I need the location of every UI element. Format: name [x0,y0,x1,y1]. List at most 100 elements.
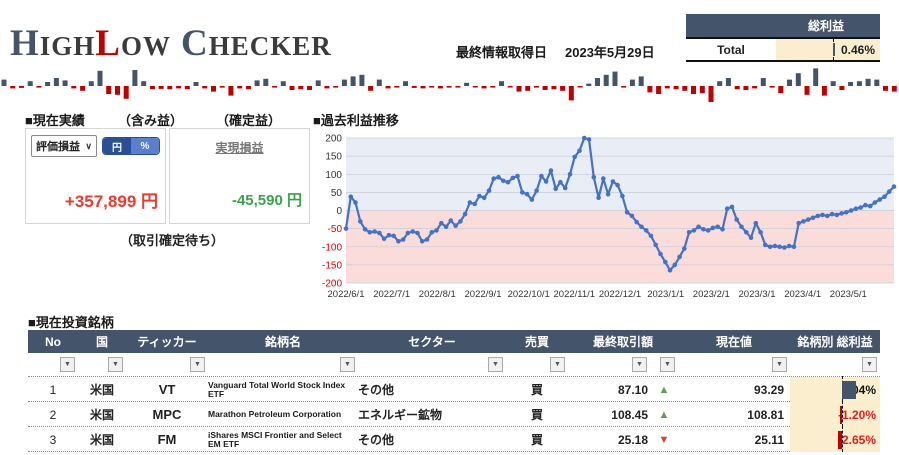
filter-cell: ▼ [208,357,358,372]
filter-dropdown-button[interactable]: ▼ [60,357,75,372]
sparkline-bar [481,86,487,89]
sparkline-bar [254,80,260,86]
chevron-down-icon: ▼ [344,361,351,368]
row-last-price: 25.18 [617,432,648,447]
sparkline-bar [821,86,827,96]
filter-dropdown-button[interactable]: ▼ [632,357,647,372]
sparkline-bar [595,78,600,86]
filter-dropdown-button[interactable]: ▼ [862,357,877,372]
profit-point [501,178,506,184]
profit-point [553,186,558,192]
profit-point [701,227,706,232]
col-header-name: 銘柄名 [264,335,301,349]
profit-point [510,175,516,181]
col-header-sector: セクター [408,335,456,349]
row-security-name: Marathon Petroleum Corporation [208,409,342,420]
profit-point [367,230,373,235]
sparkline-bar [71,86,77,89]
holdings-header-row: No 国 ティッカー 銘柄名 セクター 売買 最終取引額 現在値 銘柄別 総利益 [28,330,880,353]
chevron-down-icon: ▼ [112,361,119,368]
profit-point [858,205,863,210]
sparkline-bar [743,86,749,90]
chevron-down-icon: ▼ [64,361,71,368]
profit-point [729,204,735,210]
realized-pl-link[interactable]: 実現損益 [215,141,264,155]
profit-point [810,215,816,221]
sparkline-bar [10,86,16,89]
profit-point [672,262,678,268]
total-label: Total [717,42,745,57]
filter-dropdown-button[interactable]: ▼ [550,357,565,372]
sparkline-bar [752,86,758,89]
sparkline-bar [80,86,86,91]
row-ticker: MPC [152,407,182,422]
profit-point [458,219,463,224]
realized-gain-value: -45,590 円 [231,192,302,209]
col-header-ticker: ティッカー [137,335,197,349]
sparkline-bar [341,79,347,86]
profit-point [453,223,458,228]
unit-toggle[interactable]: 円 % [102,137,160,155]
sparkline-bar [211,86,216,92]
profit-point [663,259,668,265]
profit-point [639,224,644,230]
chevron-down-icon: ▼ [492,361,499,368]
sparkline-bar [891,86,897,92]
svg-text:50: 50 [331,188,343,199]
row-sector: その他 [358,383,395,397]
sparkline-bar [874,79,880,86]
profit-data-bar [842,380,856,399]
row-current-price: 25.11 [754,432,784,447]
chevron-down-icon: ▼ [636,361,643,368]
sparkline-bar [289,86,295,90]
profit-zero-axis [842,426,844,452]
profit-point [467,200,473,205]
profit-point [534,188,539,193]
profit-point [410,229,415,234]
sparkline-bar [219,86,225,88]
profit-point [486,188,492,193]
svg-text:2022/6/1: 2022/6/1 [328,289,365,300]
sparkline-bar [603,74,609,86]
profit-point [720,227,725,232]
filter-dropdown-button[interactable]: ▼ [660,357,675,372]
sparkline-bar [62,80,68,86]
logo-letter: H [10,23,40,64]
total-profit-table: 総利益 Total 0.46% [686,14,880,62]
unit-toggle-yen[interactable]: 円 [103,138,131,154]
filter-dropdown-button[interactable]: ▼ [772,357,787,372]
svg-text:200: 200 [325,134,342,145]
profit-point [710,225,716,231]
svg-text:100: 100 [325,170,342,181]
profit-point [472,201,477,207]
profit-point [772,243,778,249]
filter-dropdown-button[interactable]: ▼ [108,357,123,372]
filter-cell: ▼ [568,357,650,372]
filter-dropdown-button[interactable]: ▼ [190,357,205,372]
sparkline-bar [883,86,888,91]
sparkline-bar [123,86,129,99]
sparkline-bar [804,86,810,95]
profit-data-bar [840,405,843,424]
profit-point [386,232,392,238]
last-updated-date: 2023年5月29日 [565,45,655,60]
total-data-bar [833,43,836,56]
sparkline-bar [132,70,138,86]
profit-point [381,236,387,242]
profit-point [758,230,763,235]
unit-toggle-percent[interactable]: % [131,138,159,154]
filter-cell: ▼ [650,357,678,372]
row-side: 買 [530,433,543,447]
filter-dropdown-button[interactable]: ▼ [488,357,503,372]
row-no: 3 [49,432,57,447]
holdings-row: 3 米国 FM iShares MSCI Frontier and Select EM… [28,426,880,452]
profit-point [348,194,354,199]
logo-letters: HECKER [208,31,332,61]
filter-cell: ▼ [126,357,208,372]
profit-point [605,191,611,197]
filter-dropdown-button[interactable]: ▼ [340,357,355,372]
svg-text:150: 150 [325,152,342,163]
sparkline-bar [760,78,766,86]
sparkline-bar [368,86,374,91]
metric-select[interactable]: 評価損益 ∨ [31,135,97,157]
